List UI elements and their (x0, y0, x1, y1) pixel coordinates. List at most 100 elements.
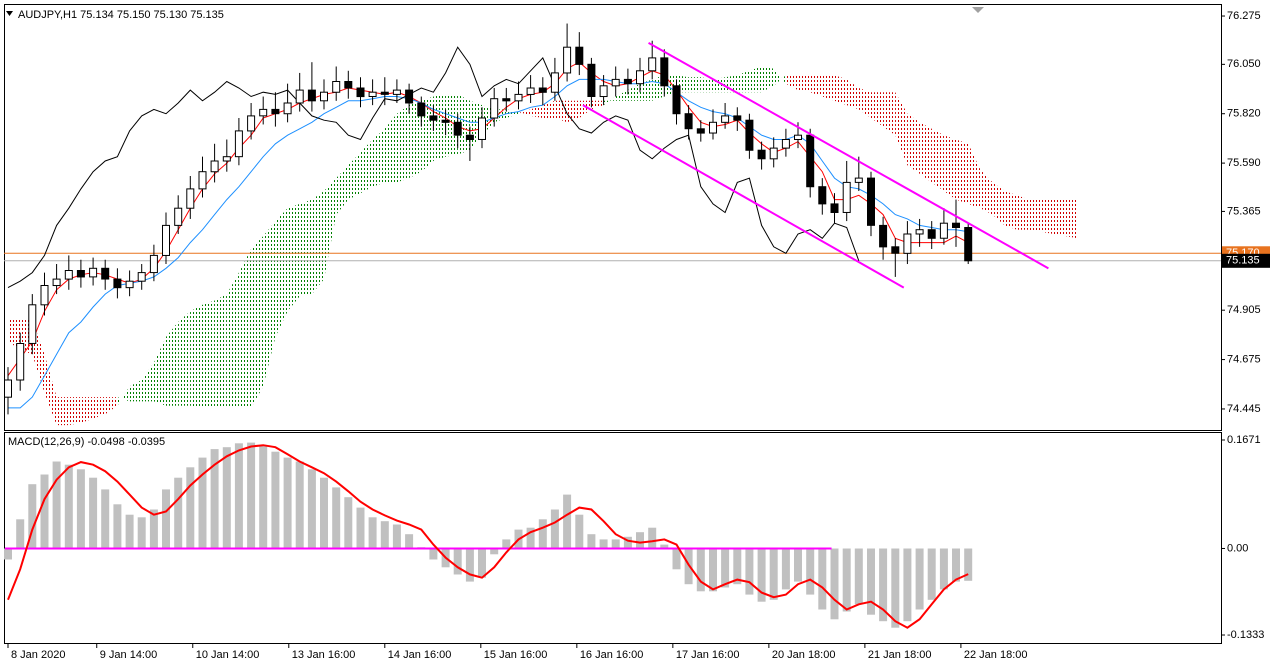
cloud-segment (348, 152, 361, 200)
cloud-segment (299, 199, 312, 297)
cloud-segment (214, 294, 227, 408)
histogram-bar (648, 527, 657, 549)
x-tick-label: 20 Jan 18:00 (772, 649, 836, 661)
cloud-segment (579, 100, 592, 118)
cloud-segment (190, 304, 203, 408)
candle-body (417, 102, 426, 117)
x-tick-label: 8 Jan 2020 (11, 649, 65, 661)
histogram-bar (611, 539, 620, 549)
candle-body (781, 139, 790, 149)
cloud-segment (117, 386, 130, 406)
histogram-bar (538, 519, 547, 549)
x-tick-label: 22 Jan 18:00 (964, 649, 1028, 661)
histogram-bar (344, 497, 353, 549)
cloud-segment (591, 100, 604, 110)
histogram-bar (52, 461, 61, 549)
cloud-segment (603, 96, 616, 106)
candle-body (672, 85, 681, 115)
x-tick-label: 10 Jan 14:00 (196, 649, 260, 661)
candle-body (380, 91, 389, 95)
cloud-segment (105, 397, 118, 415)
candle-body (137, 272, 146, 282)
cloud-segment (798, 75, 811, 93)
candle-body (453, 121, 462, 136)
x-tick-label: 15 Jan 16:00 (484, 649, 548, 661)
histogram-bar (599, 539, 608, 549)
histogram-bar (757, 548, 766, 602)
candle-body (441, 119, 450, 123)
cloud-segment (943, 135, 956, 200)
cloud-segment (822, 75, 835, 101)
cloud-segment (542, 100, 555, 118)
histogram-bar (64, 464, 73, 549)
histogram-bar (769, 548, 778, 600)
histogram-bar (964, 548, 973, 581)
cloud-segment (506, 109, 519, 118)
histogram-bar (259, 445, 268, 549)
candle-body (696, 128, 705, 134)
cloud-segment (287, 203, 300, 312)
candle-body (818, 186, 827, 205)
cloud-segment (895, 92, 908, 166)
histogram-bar (429, 548, 438, 560)
histogram-bar (587, 534, 596, 549)
candle-body (733, 115, 742, 121)
candle-body (538, 87, 547, 93)
cloud-segment (773, 68, 786, 86)
candle-body (295, 89, 304, 104)
histogram-bar (927, 548, 936, 600)
histogram-bar (4, 548, 12, 560)
shift-marker[interactable] (972, 7, 984, 13)
cloud-segment (992, 182, 1005, 226)
candle-body (247, 115, 256, 132)
histogram-bar (721, 548, 730, 588)
cloud-segment (166, 322, 179, 406)
cloud-segment (68, 397, 81, 426)
trendline (582, 104, 905, 289)
candle-body (587, 63, 596, 98)
histogram-bar (162, 489, 170, 549)
cloud-segment (761, 66, 774, 93)
histogram-bar (149, 509, 158, 549)
x-tick-label: 21 Jan 18:00 (868, 649, 932, 661)
cloud-segment (141, 362, 154, 402)
cloud-segment (1041, 199, 1054, 234)
cloud-segment (1053, 199, 1066, 237)
candle-body (113, 278, 122, 289)
histogram-bar (903, 548, 912, 622)
y-tick-label: 0.1671 (1227, 434, 1261, 446)
histogram-bar (307, 469, 316, 549)
candle-body (101, 267, 110, 280)
cloud-segment (396, 105, 410, 183)
cloud-segment (980, 169, 993, 215)
histogram-bar (125, 514, 134, 549)
cloud-segment (372, 128, 385, 187)
candle-body (648, 57, 657, 72)
cloud-segment (384, 113, 397, 183)
histogram-bar (830, 548, 839, 620)
cloud-segment (80, 397, 94, 423)
cloud-segment (688, 77, 701, 93)
histogram-bar (490, 548, 499, 555)
cloud-segment (931, 128, 944, 191)
candle-body (174, 207, 183, 226)
macd-panel-border (4, 432, 1222, 644)
y-tick-label: -0.1333 (1227, 629, 1264, 641)
histogram-bar (137, 517, 146, 549)
histogram-bar (380, 521, 389, 549)
cloud-segment (433, 94, 446, 161)
y-tick-label: 76.050 (1227, 58, 1261, 70)
histogram-bar (332, 487, 341, 549)
candle-body (745, 119, 754, 151)
histogram-bar (222, 447, 231, 549)
candle-body (684, 113, 693, 130)
cloud-segment (336, 165, 349, 215)
cloud-segment (1029, 199, 1042, 232)
candle-body (89, 267, 98, 278)
menu-triangle[interactable] (6, 11, 13, 16)
cloud-segment (360, 139, 373, 194)
cloud-segment (907, 113, 920, 174)
histogram-bar (939, 548, 948, 590)
candle-body (478, 117, 486, 140)
